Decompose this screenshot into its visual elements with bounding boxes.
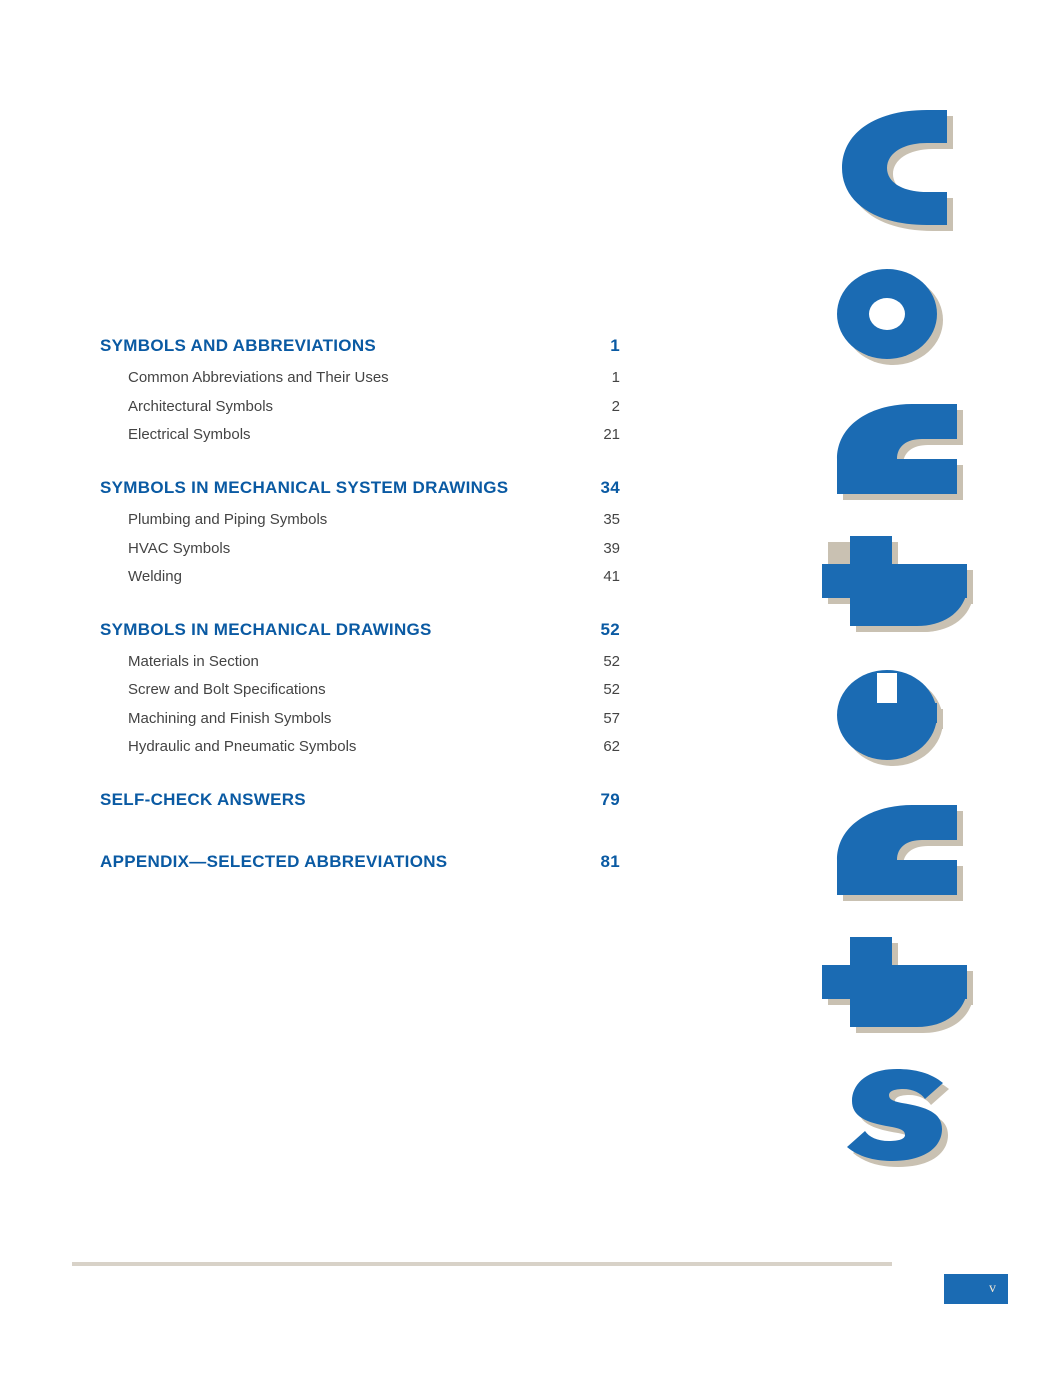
- toc-item-label: Common Abbreviations and Their Uses: [128, 364, 389, 393]
- section-heading: SYMBOLS AND ABBREVIATIONS 1: [100, 330, 620, 362]
- toc-item-page: 62: [580, 733, 620, 762]
- section-heading: SYMBOLS IN MECHANICAL DRAWINGS 52: [100, 614, 620, 646]
- toc-item-label: Welding: [128, 563, 182, 592]
- section-title-text: SELF-CHECK ANSWERS: [100, 784, 306, 816]
- section-title-text: APPENDIX—SELECTED ABBREVIATIONS: [100, 846, 447, 878]
- toc-item-page: 52: [580, 648, 620, 677]
- toc-item-page: 1: [580, 364, 620, 393]
- section-page: 79: [580, 784, 620, 816]
- letter-t-icon: [822, 536, 972, 626]
- page-number-tab: v: [944, 1274, 1008, 1304]
- toc-item-label: Hydraulic and Pneumatic Symbols: [128, 733, 356, 762]
- section-page: 81: [580, 846, 620, 878]
- toc-item-label: Architectural Symbols: [128, 393, 273, 422]
- toc-item: HVAC Symbols 39: [100, 535, 620, 564]
- toc-item-label: Plumbing and Piping Symbols: [128, 506, 327, 535]
- section-page: 1: [580, 330, 620, 362]
- section-heading: SELF-CHECK ANSWERS 79: [100, 784, 620, 816]
- section-page: 34: [580, 472, 620, 504]
- section-title-text: SYMBOLS AND ABBREVIATIONS: [100, 330, 376, 362]
- toc-item-page: 57: [580, 705, 620, 734]
- toc-item-label: Materials in Section: [128, 648, 259, 677]
- toc-item: Common Abbreviations and Their Uses 1: [100, 364, 620, 393]
- letter-s-icon: [847, 1069, 947, 1161]
- section-title-text: SYMBOLS IN MECHANICAL DRAWINGS: [100, 614, 432, 646]
- letter-c-icon: [832, 110, 962, 225]
- toc-item-page: 35: [580, 506, 620, 535]
- toc-item: Plumbing and Piping Symbols 35: [100, 506, 620, 535]
- toc-item-page: 21: [580, 421, 620, 450]
- letter-n-icon: [832, 404, 962, 494]
- toc-item-page: 41: [580, 563, 620, 592]
- toc-item-page: 2: [580, 393, 620, 422]
- toc-item-label: Electrical Symbols: [128, 421, 251, 450]
- letter-o-icon: [832, 267, 962, 362]
- toc-item: Welding 41: [100, 563, 620, 592]
- toc-item: Hydraulic and Pneumatic Symbols 62: [100, 733, 620, 762]
- section-heading: SYMBOLS IN MECHANICAL SYSTEM DRAWINGS 34: [100, 472, 620, 504]
- toc-item-label: Screw and Bolt Specifications: [128, 676, 326, 705]
- toc-item-page: 39: [580, 535, 620, 564]
- toc-item: Electrical Symbols 21: [100, 421, 620, 450]
- toc-container: SYMBOLS AND ABBREVIATIONS 1 Common Abbre…: [100, 330, 620, 878]
- toc-item: Machining and Finish Symbols 57: [100, 705, 620, 734]
- toc-item-label: HVAC Symbols: [128, 535, 230, 564]
- toc-item: Materials in Section 52: [100, 648, 620, 677]
- letter-t-icon: [822, 937, 972, 1027]
- section-items: Plumbing and Piping Symbols 35 HVAC Symb…: [100, 506, 620, 592]
- section-title-text: SYMBOLS IN MECHANICAL SYSTEM DRAWINGS: [100, 472, 508, 504]
- toc-item: Architectural Symbols 2: [100, 393, 620, 422]
- toc-item: Screw and Bolt Specifications 52: [100, 676, 620, 705]
- letter-e-icon: [832, 668, 962, 763]
- section-page: 52: [580, 614, 620, 646]
- footer-divider: [72, 1262, 892, 1266]
- section-items: Common Abbreviations and Their Uses 1 Ar…: [100, 364, 620, 450]
- letter-n-icon: [832, 805, 962, 895]
- contents-vertical-art: [812, 110, 982, 1161]
- toc-item-page: 52: [580, 676, 620, 705]
- toc-item-label: Machining and Finish Symbols: [128, 705, 331, 734]
- section-items: Materials in Section 52 Screw and Bolt S…: [100, 648, 620, 762]
- page-number: v: [989, 1281, 996, 1297]
- section-heading: APPENDIX—SELECTED ABBREVIATIONS 81: [100, 846, 620, 878]
